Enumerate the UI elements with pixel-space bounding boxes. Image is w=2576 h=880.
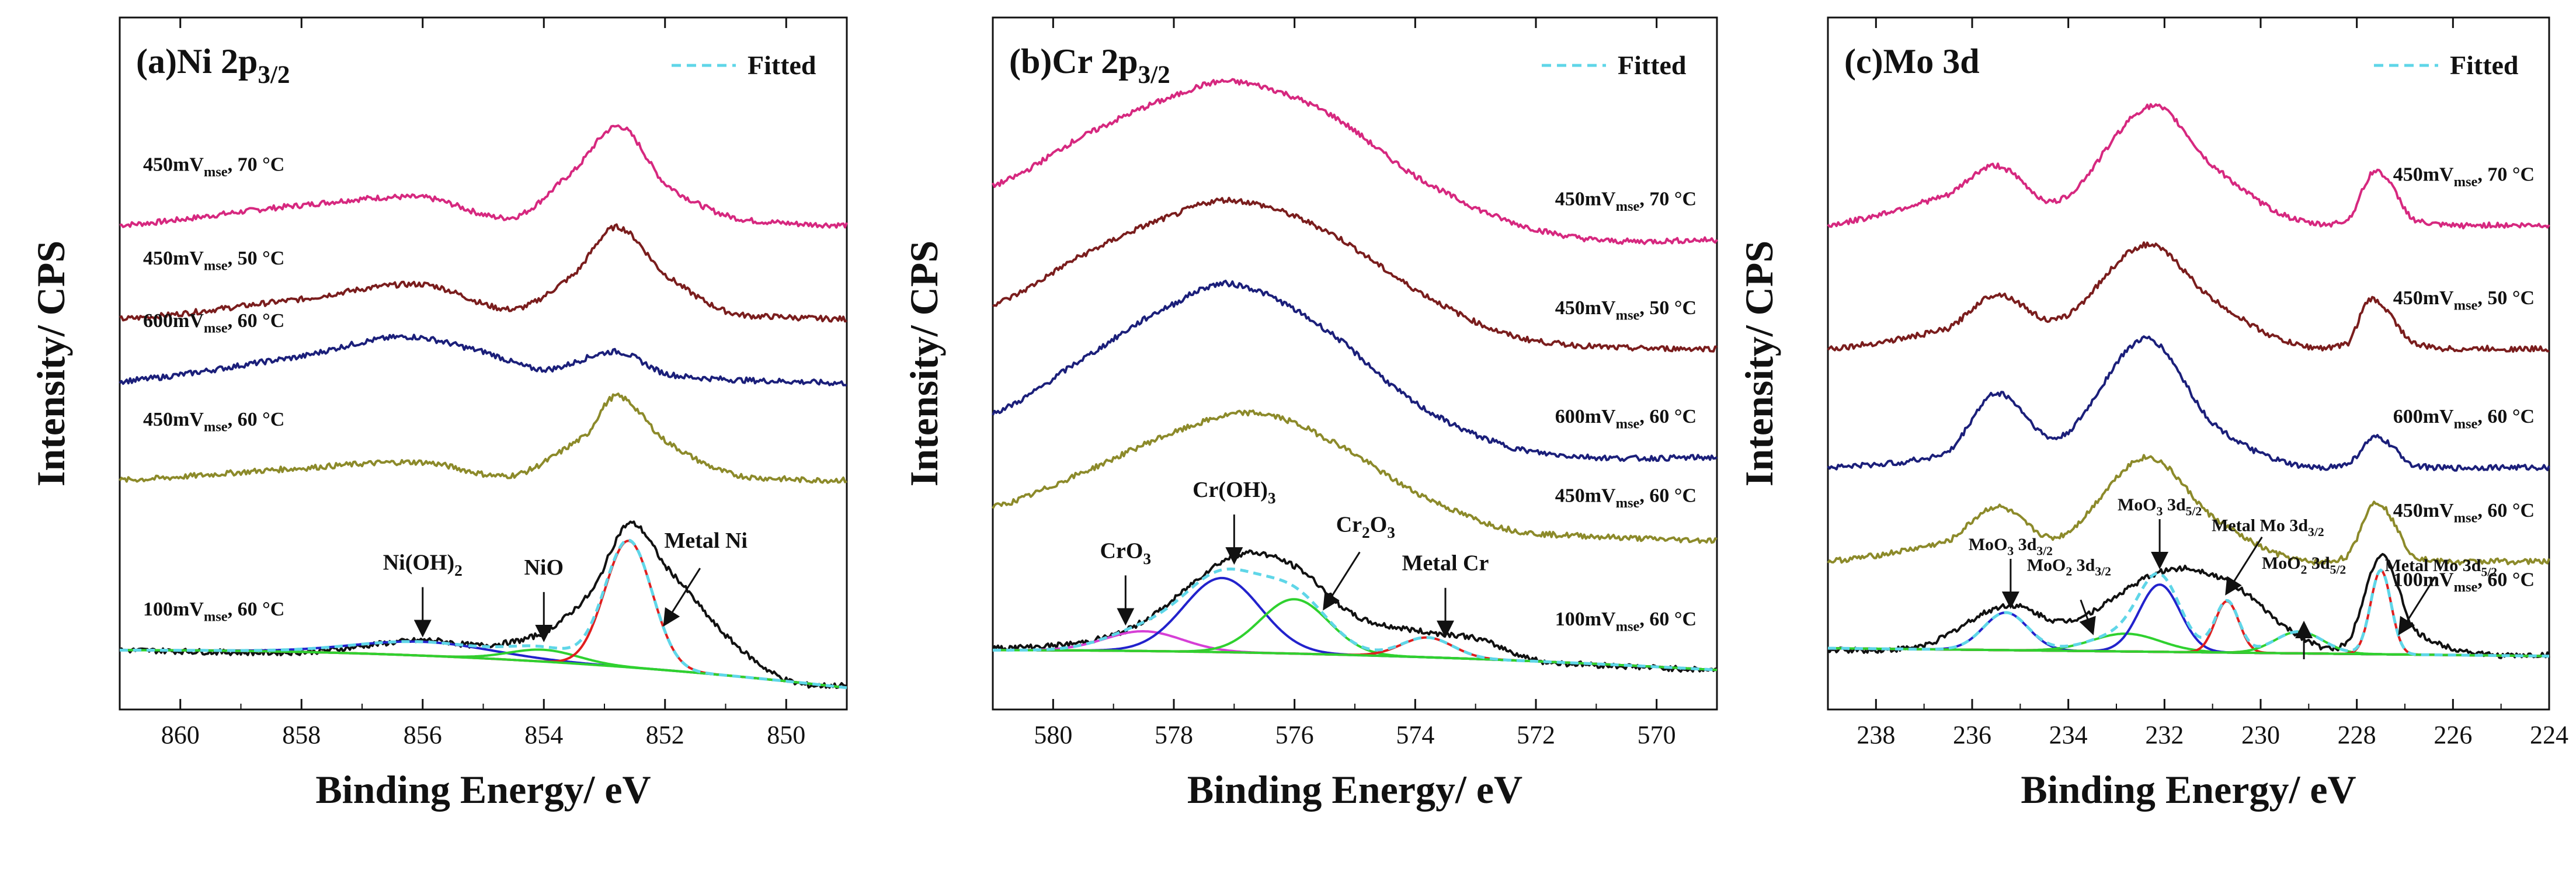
x-tick-label: 226 — [2434, 721, 2472, 749]
fit-background — [993, 649, 1718, 672]
series-label-100mvmse-60-c: 100mVmse, 60 °C — [2393, 569, 2535, 595]
x-tick-label: 852 — [646, 721, 684, 749]
annotation-arrow — [2398, 576, 2436, 635]
x-tick-label: 860 — [161, 721, 200, 749]
annotation-moo2-3d5-2: MoO2 3d5/2 — [2262, 554, 2346, 576]
x-tick-label: 232 — [2145, 721, 2184, 749]
panel-title: (b)Cr 2p3/2 — [1009, 42, 1170, 89]
x-tick-label: 224 — [2530, 721, 2568, 749]
x-axis-label: Binding Energy/ eV — [2021, 767, 2356, 812]
series-line-450mvmse-50-c — [992, 197, 1718, 353]
x-tick-label: 234 — [2049, 721, 2088, 749]
series-label-450mvmse-70-c: 450mVmse, 70 °C — [143, 154, 284, 180]
series-line-450mvmse-70-c — [1827, 103, 2550, 229]
x-axis-label: Binding Energy/ eV — [1187, 767, 1522, 812]
chart-panel-a: 860 858 856 854 852 850 Binding Energy/ eV Inte… — [29, 16, 848, 812]
annotation-metal-mo-3d5-2: Metal Mo 3d5/2 — [2384, 556, 2497, 579]
x-tick-label: 570 — [1638, 721, 1676, 749]
x-tick-label: 572 — [1517, 721, 1555, 749]
annotation-moo2-3d3-2: MoO2 3d3/2 — [2027, 555, 2111, 578]
series-label-600mvmse-60-c: 600mVmse, 60 °C — [143, 310, 284, 336]
x-tick-label: 238 — [1857, 721, 1895, 749]
series-label-600mvmse-60-c: 600mVmse, 60 °C — [2393, 406, 2535, 432]
x-tick-label: 574 — [1396, 721, 1434, 749]
series-line-600mvmse-60-c — [1827, 335, 2550, 472]
x-tick-label: 230 — [2241, 721, 2280, 749]
series-line-600mvmse-60-c — [992, 280, 1718, 462]
annotation-arrow — [663, 568, 701, 627]
legend-label-fitted: Fitted — [1618, 50, 1687, 80]
fitted-envelope — [1827, 568, 2549, 658]
x-tick-label: 580 — [1034, 721, 1072, 749]
annotation-metal-mo-3d3-2: Metal Mo 3d3/2 — [2212, 516, 2324, 539]
series-label-450mvmse-50-c: 450mVmse, 50 °C — [2393, 287, 2535, 314]
fitted-envelope — [120, 538, 847, 690]
x-tick-label: 236 — [1953, 721, 1991, 749]
series-line-450mvmse-60-c — [119, 392, 847, 484]
x-axis-label: Binding Energy/ eV — [315, 767, 651, 812]
y-axis-label: Intensity/ CPS — [1737, 241, 1781, 486]
annotation-cr-oh-3: Cr(OH)3 — [1193, 478, 1275, 507]
series-line-450mvmse-60-c — [1827, 454, 2550, 566]
legend-label-fitted: Fitted — [2450, 50, 2519, 80]
chart-panel-c: 238 236 234 232 230 228 226 224 Binding Energy/ … — [1737, 16, 2568, 812]
legend-label-fitted: Fitted — [748, 50, 816, 80]
series-label-450mvmse-60-c: 450mVmse, 60 °C — [2393, 500, 2535, 526]
annotation-metal-ni: Metal Ni — [665, 528, 748, 553]
annotation-cro3: CrO3 — [1100, 538, 1152, 568]
series-label-600mvmse-60-c: 600mVmse, 60 °C — [1555, 406, 1697, 432]
series-label-450mvmse-60-c: 450mVmse, 60 °C — [1555, 485, 1697, 512]
x-tick-label: 578 — [1155, 721, 1193, 749]
x-tick-label: 850 — [767, 721, 805, 749]
series-label-450mvmse-50-c: 450mVmse, 50 °C — [1555, 297, 1697, 324]
series-label-450mvmse-70-c: 450mVmse, 70 °C — [2393, 164, 2535, 190]
annotation-moo3-3d3-2: MoO3 3d3/2 — [1969, 535, 2053, 558]
x-tick-label: 854 — [524, 721, 563, 749]
annotation-ni-oh-2: Ni(OH)2 — [383, 551, 463, 580]
panel-title: (a)Ni 2p3/2 — [136, 42, 290, 89]
fitted-envelope — [993, 567, 1718, 672]
series-line-600mvmse-60-c — [119, 333, 847, 387]
annotation-arrow — [2225, 536, 2263, 596]
series-label-450mvmse-70-c: 450mVmse, 70 °C — [1555, 189, 1697, 215]
series-line-450mvmse-70-c — [992, 78, 1718, 245]
series-label-100mvmse-60-c: 100mVmse, 60 °C — [1555, 608, 1697, 635]
annotation-cr2o3: Cr2O3 — [1336, 512, 1395, 541]
annotation-arrow — [1323, 551, 1361, 611]
x-tick-label: 856 — [404, 721, 442, 749]
series-line-450mvmse-70-c — [119, 124, 848, 229]
chart-panel-b: 580 578 576 574 572 570 Binding Energy/ eV Inte… — [902, 16, 1718, 812]
plot-frame — [1827, 16, 2550, 711]
x-tick-label: 576 — [1275, 721, 1314, 749]
series-line-450mvmse-50-c — [119, 223, 847, 323]
x-tick-label: 228 — [2338, 721, 2376, 749]
annotation-nio: NiO — [524, 555, 564, 580]
series-label-100mvmse-60-c: 100mVmse, 60 °C — [143, 599, 284, 625]
x-tick-label: 858 — [282, 721, 321, 749]
series-line-100mvmse-60-c — [1827, 552, 2550, 659]
annotation-arrow — [2079, 599, 2096, 635]
y-axis-label: Intensity/ CPS — [29, 241, 73, 486]
annotation-moo3-3d5-2: MoO3 3d5/2 — [2118, 495, 2202, 518]
series-label-450mvmse-50-c: 450mVmse, 50 °C — [143, 248, 284, 274]
series-label-450mvmse-60-c: 450mVmse, 60 °C — [143, 409, 284, 435]
series-line-450mvmse-60-c — [992, 409, 1718, 544]
y-axis-label: Intensity/ CPS — [902, 241, 946, 486]
annotation-metal-cr: Metal Cr — [1402, 551, 1489, 576]
series-line-450mvmse-50-c — [1827, 241, 2550, 353]
panel-title: (c)Mo 3d — [1844, 42, 1980, 81]
